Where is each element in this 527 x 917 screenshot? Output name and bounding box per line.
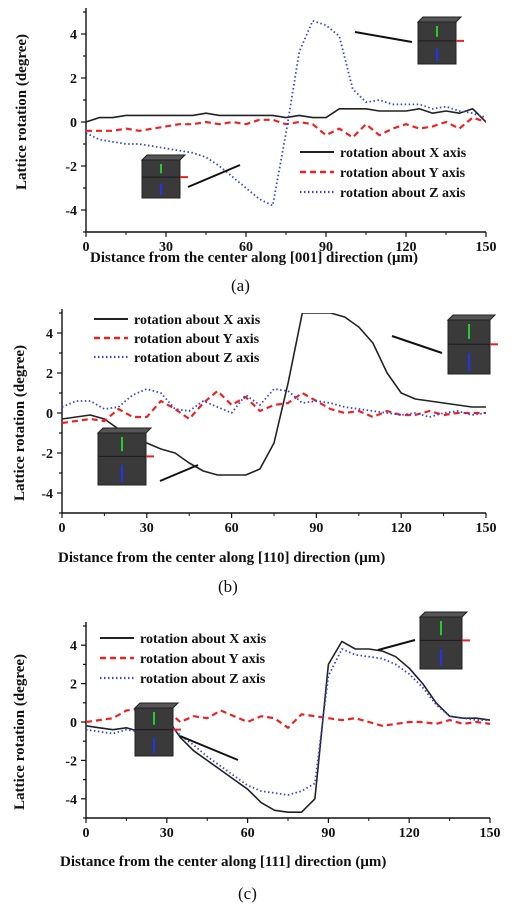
y-tick-label: -4 <box>65 204 77 219</box>
y-tick-label: -2 <box>65 754 77 769</box>
y-tick-label: 2 <box>70 678 77 693</box>
legend: rotation about X axis rotation about Y ax… <box>300 146 467 201</box>
panel-caption: (a) <box>231 276 250 295</box>
x-tick-label: 60 <box>225 521 239 536</box>
plot-area: 0 30 60 90 120 150 -4 -2 0 2 4 <box>65 8 497 255</box>
orientation-cube-icons <box>133 611 470 761</box>
x-tick-label: 120 <box>391 521 412 536</box>
legend-label: rotation about Y axis <box>134 332 260 347</box>
y-tick-label: -4 <box>41 487 53 502</box>
cube-top-face <box>133 702 180 709</box>
pointer-line <box>377 639 416 651</box>
cube-top-face <box>418 611 469 618</box>
x-tick-label: 150 <box>476 240 497 255</box>
x-tick-label: 0 <box>83 240 90 255</box>
x-axis-title: Distance from the center along [111] dir… <box>60 854 386 870</box>
legend: rotation about X axis rotation about Y ax… <box>100 632 267 687</box>
plot-area: 0 30 60 90 120 150 -4 -2 0 2 4 <box>65 622 501 841</box>
cube-top-face <box>140 154 187 161</box>
x-tick-label: 90 <box>319 240 333 255</box>
panel-caption: (c) <box>238 884 257 903</box>
x-tick-label: 30 <box>160 826 174 841</box>
y-tick-label: 0 <box>70 116 77 131</box>
x-tick-label: 60 <box>239 240 253 255</box>
pointer-line <box>391 335 443 354</box>
x-axis-title: Distance from the center along [110] dir… <box>58 550 385 566</box>
series-line-dashed <box>62 389 486 425</box>
y-tick-label: 2 <box>46 367 53 382</box>
x-tick-label: 90 <box>309 521 323 536</box>
x-tick-label: 30 <box>140 521 154 536</box>
legend-label: rotation about X axis <box>140 632 267 647</box>
series-line-solid <box>86 108 486 123</box>
cube-top-face <box>416 16 463 23</box>
legend-label: rotation about X axis <box>134 313 261 328</box>
chart-panel-a: 0 30 60 90 120 150 -4 -2 0 2 4 rotation about X ax… <box>14 8 497 295</box>
series-line-dotted <box>86 19 486 207</box>
legend-label: rotation about Z axis <box>134 351 260 366</box>
series-line-dotted <box>62 388 486 418</box>
x-tick-label: 150 <box>476 521 497 536</box>
legend-label: rotation about X axis <box>340 146 467 161</box>
x-tick-label: 150 <box>480 826 501 841</box>
pointer-line <box>187 164 241 188</box>
y-tick-label: 4 <box>70 639 77 654</box>
y-axis-title: Lattice rotation (degree) <box>12 654 28 810</box>
x-tick-label: 0 <box>83 826 90 841</box>
chart-panel-c: 0 30 60 90 120 150 -4 -2 0 2 4 rotation about X ax… <box>12 611 501 903</box>
y-tick-label: 0 <box>46 407 53 422</box>
y-axis-title: Lattice rotation (degree) <box>14 34 30 190</box>
x-tick-label: 30 <box>159 240 173 255</box>
y-tick-label: -2 <box>65 160 77 175</box>
cube-top-face <box>96 427 153 434</box>
y-tick-label: 4 <box>70 28 77 43</box>
x-axis-title: Distance from the center along [001] dir… <box>90 250 418 266</box>
series-line-dashed <box>86 116 486 139</box>
y-tick-label: 0 <box>70 716 77 731</box>
legend-label: rotation about Y axis <box>340 166 466 181</box>
x-tick-label: 60 <box>241 826 255 841</box>
y-tick-label: 2 <box>70 72 77 87</box>
legend-label: rotation about Y axis <box>140 652 266 667</box>
y-tick-label: -4 <box>65 793 77 808</box>
series-group <box>86 19 486 207</box>
legend-label: rotation about Z axis <box>140 672 266 687</box>
pointer-line <box>159 464 199 482</box>
pointer-line <box>354 31 413 43</box>
legend-label: rotation about Z axis <box>340 186 466 201</box>
legend: rotation about X axis rotation about Y ax… <box>94 313 261 366</box>
plot-area: 0 30 60 90 120 150 -4 -2 0 2 4 <box>41 309 497 536</box>
y-tick-label: -2 <box>41 447 53 462</box>
pointer-line <box>179 735 239 761</box>
orientation-cube-icons <box>140 16 464 199</box>
x-tick-label: 0 <box>59 521 66 536</box>
x-tick-label: 90 <box>321 826 335 841</box>
cube-top-face <box>446 314 497 321</box>
x-tick-label: 120 <box>396 240 417 255</box>
chart-panel-b: 0 30 60 90 120 150 -4 -2 0 2 4 rotation about X ax… <box>12 309 498 596</box>
y-tick-label: 4 <box>46 327 53 342</box>
x-tick-label: 120 <box>399 826 420 841</box>
y-axis-title: Lattice rotation (degree) <box>12 345 28 501</box>
orientation-cube-icons <box>96 314 498 486</box>
panel-caption: (b) <box>218 577 238 596</box>
